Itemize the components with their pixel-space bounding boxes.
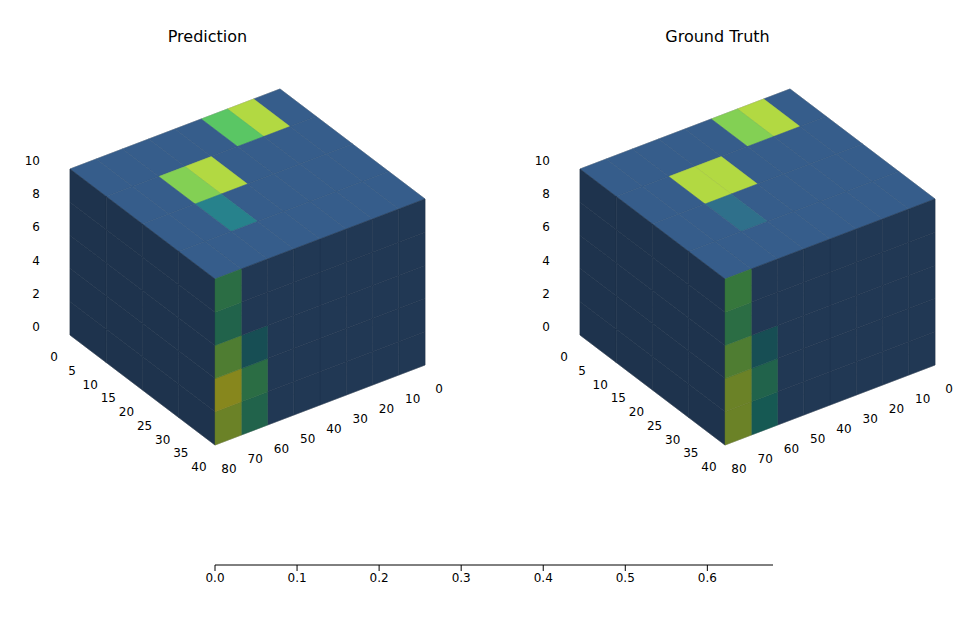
svg-text:20: 20 [629,405,644,419]
svg-text:30: 30 [665,433,680,447]
svg-text:25: 25 [137,419,152,433]
svg-text:10: 10 [83,378,98,392]
svg-text:8: 8 [542,187,550,201]
svg-text:6: 6 [542,220,550,234]
svg-text:0: 0 [435,382,443,396]
svg-text:2: 2 [32,287,40,301]
svg-text:10: 10 [915,392,930,406]
svg-text:40: 40 [191,460,206,474]
svg-text:5: 5 [578,364,586,378]
svg-text:70: 70 [758,452,773,466]
svg-text:0.4: 0.4 [534,571,553,585]
svg-text:15: 15 [611,391,626,405]
svg-text:80: 80 [731,462,746,476]
svg-text:0: 0 [945,382,953,396]
svg-text:0: 0 [560,350,568,364]
svg-text:80: 80 [221,462,236,476]
svg-text:Prediction: Prediction [168,27,247,46]
svg-text:5: 5 [68,364,76,378]
svg-text:0.0: 0.0 [205,571,224,585]
svg-text:20: 20 [119,405,134,419]
svg-text:0: 0 [542,320,550,334]
svg-text:70: 70 [248,452,263,466]
svg-text:25: 25 [647,419,662,433]
svg-text:10: 10 [593,378,608,392]
svg-text:0.2: 0.2 [370,571,389,585]
svg-text:8: 8 [32,187,40,201]
svg-text:0.5: 0.5 [616,571,635,585]
svg-text:40: 40 [701,460,716,474]
svg-text:0: 0 [50,350,58,364]
svg-text:30: 30 [353,412,368,426]
svg-text:30: 30 [155,433,170,447]
svg-text:10: 10 [405,392,420,406]
svg-text:60: 60 [784,442,799,456]
svg-text:0: 0 [32,320,40,334]
svg-text:0.3: 0.3 [452,571,471,585]
svg-text:35: 35 [173,446,188,460]
svg-text:10: 10 [535,154,550,168]
svg-text:20: 20 [889,402,904,416]
svg-text:4: 4 [542,254,550,268]
svg-text:20: 20 [379,402,394,416]
svg-text:30: 30 [863,412,878,426]
svg-text:50: 50 [300,432,315,446]
svg-text:35: 35 [683,446,698,460]
svg-text:4: 4 [32,254,40,268]
svg-text:0.6: 0.6 [698,571,717,585]
svg-text:40: 40 [326,422,341,436]
svg-text:0.1: 0.1 [288,571,307,585]
svg-text:10: 10 [25,154,40,168]
svg-text:2: 2 [542,287,550,301]
svg-text:15: 15 [101,391,116,405]
svg-text:50: 50 [810,432,825,446]
svg-text:Ground Truth: Ground Truth [665,27,770,46]
svg-text:6: 6 [32,220,40,234]
svg-text:40: 40 [836,422,851,436]
svg-text:60: 60 [274,442,289,456]
